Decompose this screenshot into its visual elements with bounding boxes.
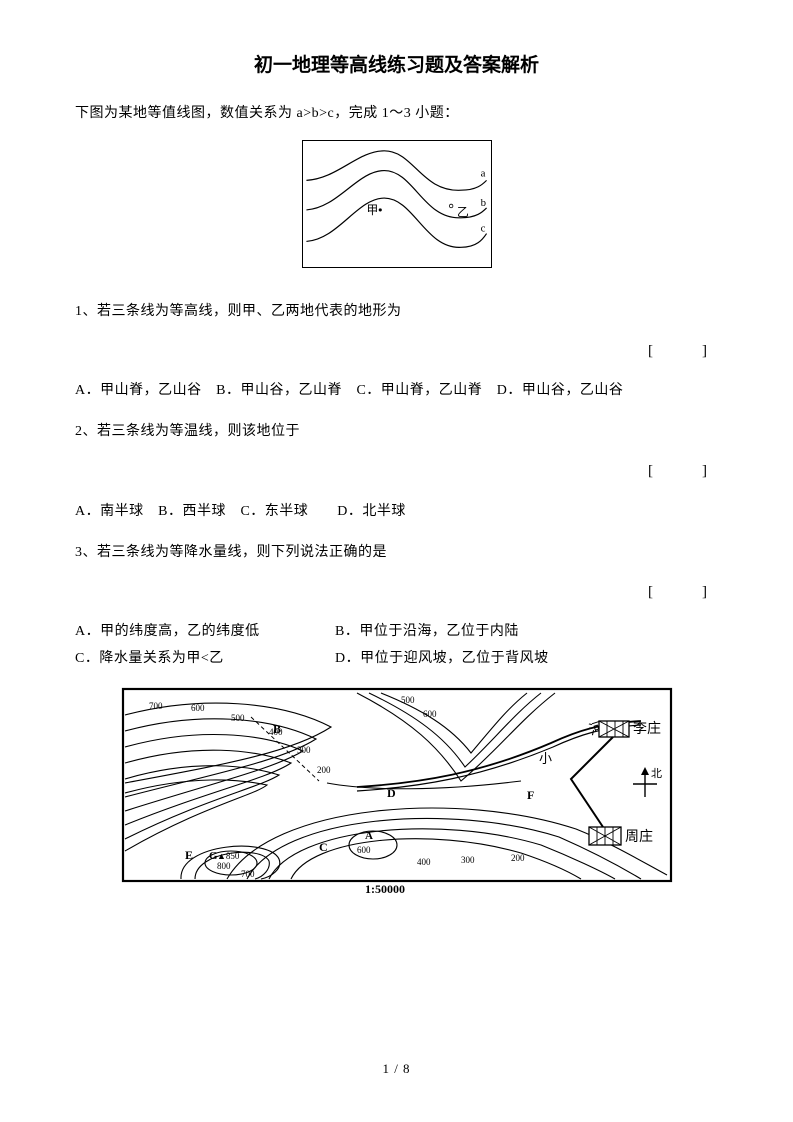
q3-opt-a: A．甲的纬度高，乙的纬度低 [75, 621, 335, 642]
peak-850: ▲850 [217, 851, 240, 861]
intro-text: 下图为某地等值线图，数值关系为 a>b>c，完成 1～3 小题： [75, 103, 718, 124]
cv-600: 600 [191, 703, 205, 713]
peak-800: 800 [217, 861, 231, 871]
q3-opt-c: C．降水量关系为甲<乙 [75, 648, 335, 669]
q2-bracket: [ ] [75, 460, 718, 483]
label-a: a [480, 167, 485, 179]
cv-700: 700 [149, 701, 163, 711]
village-zhou-label: 周庄 [625, 828, 653, 845]
label-A: A [365, 830, 373, 842]
q2-stem: 2、若三条线为等温线，则该地位于 [75, 421, 718, 442]
cv-200s: 200 [511, 853, 525, 863]
q2-options: A．南半球 B．西半球 C．东半球 D．北半球 [75, 501, 718, 522]
village-li-label: 李庄 [633, 720, 661, 737]
hill-600: 600 [357, 845, 371, 855]
point-yi [449, 204, 453, 208]
q3-bracket: [ ] [75, 581, 718, 604]
cv-500r: 500 [401, 695, 415, 705]
label-C: C [319, 840, 328, 854]
cv-300s: 300 [461, 855, 475, 865]
q3-opt-b: B．甲位于沿海，乙位于内陆 [335, 621, 519, 642]
cv-600r: 600 [423, 709, 437, 719]
label-b: b [480, 196, 485, 208]
left-contours [125, 703, 331, 851]
cv-500: 500 [231, 713, 245, 723]
right-contours [357, 693, 555, 781]
cv-400s: 400 [417, 857, 431, 867]
label-yi: 乙 [457, 204, 469, 218]
road [571, 737, 613, 827]
q3-row1: A．甲的纬度高，乙的纬度低 B．甲位于沿海，乙位于内陆 [75, 621, 718, 642]
cv-200: 200 [317, 765, 331, 775]
topographic-map: 700 600 500 400 300 200 B 500 600 河 小 D … [121, 687, 673, 897]
q1-bracket: [ ] [75, 340, 718, 363]
label-B: B [273, 722, 281, 736]
compass-label: 北 [651, 767, 662, 780]
village-zhou: 周庄 [589, 827, 653, 845]
label-F: F [527, 788, 534, 802]
q3-row2: C．降水量关系为甲<乙 D．甲位于迎风坡，乙位于背风坡 [75, 648, 718, 669]
q3-stem: 3、若三条线为等降水量线，则下列说法正确的是 [75, 542, 718, 563]
label-jia: 甲 [366, 202, 378, 216]
cv-300: 300 [297, 745, 311, 755]
page-number: 1 / 8 [0, 1059, 793, 1079]
scale-label: 1:50000 [365, 882, 405, 896]
compass-icon: 北 [633, 767, 662, 797]
figure-2: 700 600 500 400 300 200 B 500 600 河 小 D … [75, 687, 718, 904]
page-title: 初一地理等高线练习题及答案解析 [75, 52, 718, 81]
q1-options: A．甲山脊，乙山谷 B．甲山谷，乙山脊 C．甲山脊，乙山脊 D．甲山谷，乙山谷 [75, 380, 718, 401]
label-c: c [480, 222, 485, 234]
contour-diagram-1: a b c 甲 乙 [302, 140, 492, 268]
river-label-xiao: 小 [539, 751, 552, 766]
point-jia [378, 208, 381, 211]
q3-opt-d: D．甲位于迎风坡，乙位于背风坡 [335, 648, 549, 669]
q1-stem: 1、若三条线为等高线，则甲、乙两地代表的地形为 [75, 301, 718, 322]
cv-700sw: 700 [241, 869, 255, 879]
figure-1: a b c 甲 乙 [75, 140, 718, 275]
label-E: E [185, 848, 193, 862]
